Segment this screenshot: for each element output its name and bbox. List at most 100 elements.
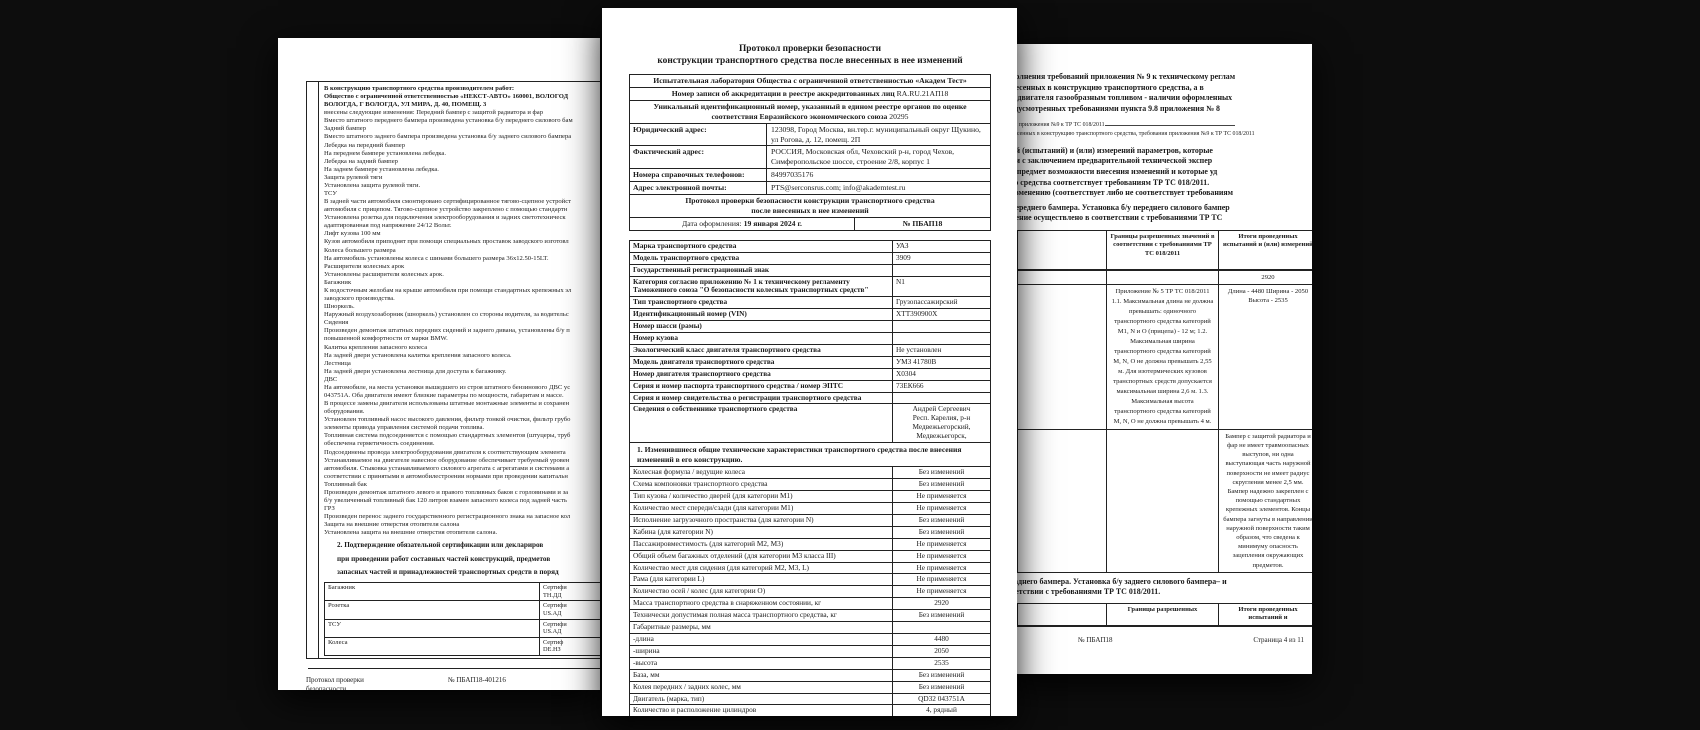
certificate-row: Колеса Сертиф DE.НЗ	[325, 636, 600, 656]
rear-bumper-paragraph-line: ветствии с требованиями ТР ТС 018/2011.	[1011, 587, 1161, 597]
vehicle-row-value: Грузопассажирский	[896, 297, 958, 307]
vehicle-row-value	[893, 321, 990, 332]
changes-line: б/у увеличенный топливный бак 120 литров…	[324, 496, 567, 504]
changes-line: Общество с ограниченной ответственностью…	[324, 93, 569, 101]
lab-info-row: Адрес электронной почты: PTS@serconsrus.…	[630, 181, 990, 195]
tech-row-label: База, мм	[630, 669, 893, 681]
tech-row-value: Не применяется	[916, 503, 967, 512]
changes-line: Защита на внешние отверстия отопителя са…	[324, 521, 460, 529]
changes-line: Калитка крепления запасного колеса	[324, 343, 428, 351]
lab-info-value: 123098, Город Москва, вн.тер.г. муниципа…	[771, 124, 981, 144]
tech-row: Схема компоновки транспортного средства …	[630, 478, 990, 491]
document-page-right[interactable]: полнения требований приложения № 9 к тех…	[1008, 44, 1312, 674]
tech-row: Габаритные размеры, мм	[630, 621, 990, 633]
changes-line: адаптированная под напряжение 24/12 Воль…	[324, 222, 452, 230]
page-title: Протокол проверки безопасности конструкц…	[657, 44, 963, 66]
tech-row: Технически допустимая полная масса транс…	[630, 609, 990, 622]
tech-row-label: Кабина (для категории N)	[630, 526, 893, 538]
document-page-center[interactable]: Протокол проверки безопасности конструкц…	[602, 8, 1017, 716]
right-footer-page-number: Страница 4 из 11	[1253, 635, 1304, 644]
changes-line: На задней двери установлена лестница для…	[324, 367, 507, 375]
changes-line: Расширители колесных арок	[324, 262, 405, 270]
compliance-parameter-cut	[1018, 429, 1107, 572]
changes-line: Наружный воздухозаборник (шноркель) уста…	[324, 311, 569, 319]
accreditation-label: Номер записи об аккредитации в реестре а…	[671, 88, 897, 98]
tech-row: -ширина 2050	[630, 644, 990, 657]
section1-heading: 1. Изменившиеся общие технические характ…	[630, 442, 990, 466]
tech-row-label: Исполнение загрузочного пространства (дл…	[630, 514, 893, 526]
requirements-paragraph-line: едусмотренных требованиями пункта 9.8 пр…	[1011, 103, 1220, 113]
changes-line: Лестница	[324, 359, 351, 367]
changes-line: ТСУ	[324, 190, 338, 198]
uid-row: Уникальный идентификационный номер, указ…	[630, 99, 990, 123]
tech-row-label: Пассажировместимость (для категорий М2, …	[630, 538, 893, 550]
vehicle-row-label: Номер кузова	[630, 333, 893, 344]
lab-info-label: Фактический адрес:	[630, 146, 767, 169]
tech-row-value: 4, рядный	[926, 705, 957, 715]
tech-row: База, мм Без изменений	[630, 668, 990, 681]
tech-row-label: Технически допустимая полная масса транс…	[630, 610, 893, 622]
changes-line: Топливная система подсоединяется с помощ…	[324, 432, 571, 440]
certificates-table: Багажник Сертифи ТН.ДД Розетка Сертифи U…	[324, 582, 600, 657]
changes-line: В задней части автомобиля смонтировано с…	[324, 198, 572, 206]
measurements-paragraph-line: ии с заключением предварительной техниче…	[1011, 156, 1213, 166]
tech-row-value: Без изменений	[918, 526, 965, 536]
changes-line: Лебедка на передний бампер	[324, 141, 405, 149]
vehicle-row-value: Не установлен	[896, 344, 942, 354]
owner-row: Сведения о собственнике транспортного ср…	[630, 403, 990, 443]
tech-row: -длина 4480	[630, 632, 990, 645]
left-page-content: В конструкцию транспортного средства про…	[278, 38, 600, 690]
document-page-left[interactable]: В конструкцию транспортного средства про…	[278, 38, 600, 690]
vehicle-row-label: Категория согласно приложению № 1 к техн…	[630, 276, 893, 297]
changes-line: обеспечена герметичность соединения.	[324, 440, 435, 448]
results-header-2: Итоги проведенных испытаний и	[1219, 604, 1312, 625]
tech-row-value: 4480	[934, 633, 949, 643]
uid-label: Уникальный идентификационный номер, указ…	[653, 101, 967, 121]
compliance-results: Длина - 4480 Ширина - 2050 Высота - 2535	[1219, 285, 1312, 429]
vehicle-row-label: Модель транспортного средства	[630, 252, 893, 264]
date-label: Дата оформления:	[682, 218, 744, 228]
lab-info-table: Испытательная лаборатория Общества с огр…	[629, 74, 991, 231]
tech-row: Колесная формула / ведущие колеса Без из…	[630, 466, 990, 479]
vehicle-row: Экологический класс двигателя транспортн…	[630, 343, 990, 356]
tech-row-label: Тип кузова / количество дверей (для кате…	[630, 491, 893, 502]
vehicle-row: Тип транспортного средства Грузопассажир…	[630, 296, 990, 309]
tech-row: Количество и расположение цилиндров 4, р…	[630, 704, 990, 716]
lab-info-value: PTS@serconsrus.com; info@akademtest.ru	[771, 183, 906, 193]
changes-line: элементы привода управления системой под…	[324, 424, 485, 432]
changes-line: На переднем бампере установлена лебедка.	[324, 149, 446, 157]
changes-line: На автомобиль установлены колеса с шинам…	[324, 254, 549, 262]
limits-header: Границы разрешенных значений в соответст…	[1107, 230, 1219, 269]
right-footer-doc-number: № ПБАП18	[1078, 635, 1113, 644]
changes-line: Установлена защита на внешние отверстия …	[324, 529, 498, 537]
requirements-paragraph-line: полнения требований приложения № 9 к тех…	[1011, 72, 1236, 81]
certificate-number: Сертифи US.АД	[543, 602, 567, 618]
tech-row: Кабина (для категории N) Без изменений	[630, 525, 990, 538]
vehicle-row-value: УМЗ 41780В	[896, 356, 937, 366]
center-page-content: Протокол проверки безопасности конструкц…	[602, 8, 1017, 716]
tech-row-value: QD32 043751А	[918, 693, 965, 703]
tech-row-value: 2535	[934, 657, 949, 667]
changes-line: На заднем бампере установлена лебедка.	[324, 165, 439, 173]
changes-line: ДВС	[324, 375, 338, 383]
measurements-paragraph-line: ий (испытаний) и (или) измерений парамет…	[1011, 145, 1213, 155]
compliance-table-header: Границы разрешенных значений в соответст…	[1018, 230, 1312, 270]
certificate-item-name: Колеса	[325, 637, 540, 656]
certificate-item-name: Багажник	[325, 583, 540, 601]
vehicle-row-label: Модель двигателя транспортного средства	[630, 356, 893, 368]
tech-row: Количество мест для сидения (для категор…	[630, 561, 990, 574]
tech-row-value: Без изменений	[918, 669, 965, 679]
lab-info-row: Фактический адрес: РОССИЯ, Московская об…	[630, 145, 990, 169]
doc-number-cell: № ПБАП18	[854, 217, 990, 230]
certificate-row: ТСУ Сертифи US.АД	[325, 618, 600, 637]
changes-line: Задний бампер	[324, 125, 367, 133]
parameter-column-cut-2	[1018, 604, 1107, 625]
vehicle-row-value: УАЗ	[896, 240, 909, 250]
changes-line: Вместо штатного переднего бампера произв…	[324, 117, 573, 125]
accreditation-row: Номер записи об аккредитации в реестре а…	[630, 86, 990, 100]
tech-row: Тип кузова / количество дверей (для кате…	[630, 490, 990, 502]
tech-row-value: Не применяется	[916, 491, 967, 501]
certificate-row: Розетка Сертифи US.АД	[325, 600, 600, 619]
vehicle-row: Номер кузова	[630, 332, 990, 344]
changes-line: Установлен топливный насос высокого давл…	[324, 416, 571, 424]
